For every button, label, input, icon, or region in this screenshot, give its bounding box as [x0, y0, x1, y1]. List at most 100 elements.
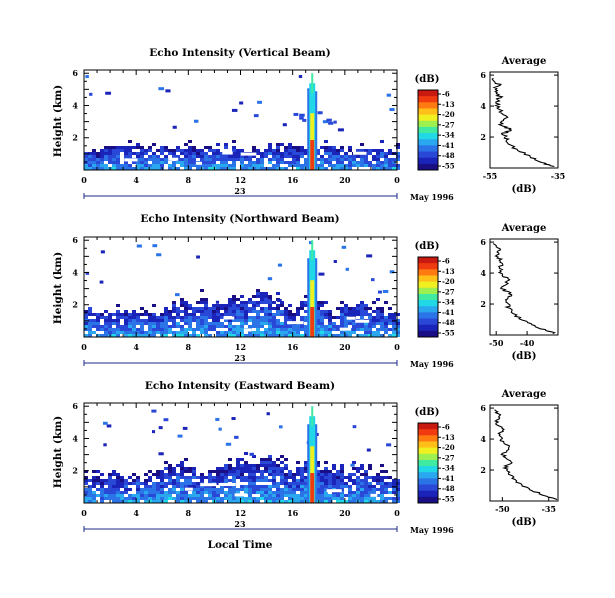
heatmap-cell [380, 485, 384, 488]
heatmap-cell [160, 331, 164, 334]
heatmap-cell [260, 307, 264, 310]
heatmap-cell [360, 161, 364, 164]
heatmap-cell [352, 322, 356, 325]
heatmap-cell [208, 167, 212, 170]
heatmap-cell [216, 334, 220, 337]
heatmap-cell [328, 316, 332, 319]
heatmap-cell [288, 497, 292, 500]
heatmap-cell [252, 310, 256, 313]
heatmap-cell [268, 488, 272, 491]
heatmap-cell [84, 164, 88, 167]
heatmap-cell [264, 155, 268, 158]
heatmap-cell [112, 319, 116, 322]
heatmap-cell [144, 485, 148, 488]
colorbar-frame [417, 256, 439, 338]
heatmap-cell [284, 149, 288, 152]
heatmap-cell [268, 301, 272, 304]
heatmap-cell [212, 328, 216, 331]
colorbar-swatch [418, 441, 438, 449]
heatmap-cell [288, 313, 292, 316]
heatmap-cell [380, 494, 384, 497]
heatmap-cell [96, 164, 100, 167]
heatmap-cell [300, 494, 304, 497]
heatmap-cell [340, 307, 344, 310]
heatmap-cell [256, 319, 260, 322]
heatmap-gap [184, 487, 193, 491]
heatmap-cell [304, 295, 308, 298]
heatmap-cell [296, 461, 300, 464]
heatmap-cell [184, 164, 188, 167]
heatmap-cell [148, 500, 152, 503]
heatmap-cell [224, 479, 228, 482]
heatmap-cell [208, 328, 212, 331]
profile-line [492, 243, 557, 335]
heatmap-cell [388, 319, 392, 322]
heatmap-cell [164, 497, 168, 500]
heatmap-cell [99, 280, 104, 284]
heatmap-cell [316, 491, 320, 494]
colorbar-unit: (dB) [415, 407, 440, 418]
heatmap-cell [256, 491, 260, 494]
heatmap-cell [236, 497, 240, 500]
heatmap-cell [156, 497, 160, 500]
heatmap-cell [124, 161, 128, 164]
heatmap-cell [204, 491, 208, 494]
heatmap-cell [172, 325, 176, 328]
heatmap-cell [264, 467, 268, 470]
colorbar-swatch [418, 435, 438, 442]
heatmap-cell [104, 331, 108, 334]
heatmap-cell [220, 316, 224, 319]
heatmap-cell [284, 476, 288, 479]
heatmap-cell [376, 331, 380, 334]
heatmap-cell [188, 497, 192, 500]
heatmap-cell [260, 298, 264, 301]
heatmap-cell [352, 500, 356, 503]
heatmap-cell [348, 479, 352, 482]
heatmap-cell [160, 152, 164, 155]
heatmap-cell [264, 500, 268, 503]
heatmap-cell [276, 146, 280, 149]
heatmap-cell [152, 304, 156, 307]
heatmap-cell [348, 146, 352, 149]
heatmap-cell [224, 164, 228, 167]
heatmap-cell [356, 467, 360, 470]
heatmap-cell [96, 322, 100, 325]
heatmap-cell [376, 488, 380, 491]
heatmap-cell [299, 116, 304, 120]
heatmap-cell [168, 152, 172, 155]
heatmap-cell [384, 152, 388, 155]
heatmap-cell [164, 485, 168, 488]
heatmap-cell [228, 500, 232, 503]
heatmap-cell [260, 473, 264, 476]
heatmap-cell [256, 500, 260, 503]
heatmap-cell [268, 331, 272, 334]
heatmap-cell [136, 146, 140, 149]
heatmap-cell [172, 164, 176, 167]
heatmap-cell [148, 491, 152, 494]
heatmap-cell [164, 473, 168, 476]
heatmap-cell [280, 143, 284, 146]
heatmap-cell [256, 164, 260, 167]
heatmap-cell [236, 458, 240, 461]
heatmap-cell [292, 494, 296, 497]
heatmap-cell [208, 485, 212, 488]
heatmap-cell [176, 155, 180, 158]
heatmap-cell [276, 470, 280, 473]
heatmap-cell [176, 497, 180, 500]
day-label: 23 [234, 186, 246, 196]
heatmap-cell [376, 482, 380, 485]
heatmap-cell [345, 267, 349, 271]
heatmap-cell [184, 470, 188, 473]
heatmap-cell [276, 149, 280, 152]
heatmap-cell [384, 161, 388, 164]
convective-column [311, 73, 314, 94]
heatmap-cell [266, 412, 270, 416]
heatmap-cell [392, 334, 396, 337]
heatmap-cell [276, 167, 280, 170]
heatmap-cell [272, 167, 276, 170]
heatmap-cell [136, 313, 140, 316]
heatmap-cell [204, 334, 208, 337]
heatmap-cell [276, 325, 280, 328]
heatmap-cell [148, 476, 152, 479]
heatmap-cell [128, 476, 132, 479]
